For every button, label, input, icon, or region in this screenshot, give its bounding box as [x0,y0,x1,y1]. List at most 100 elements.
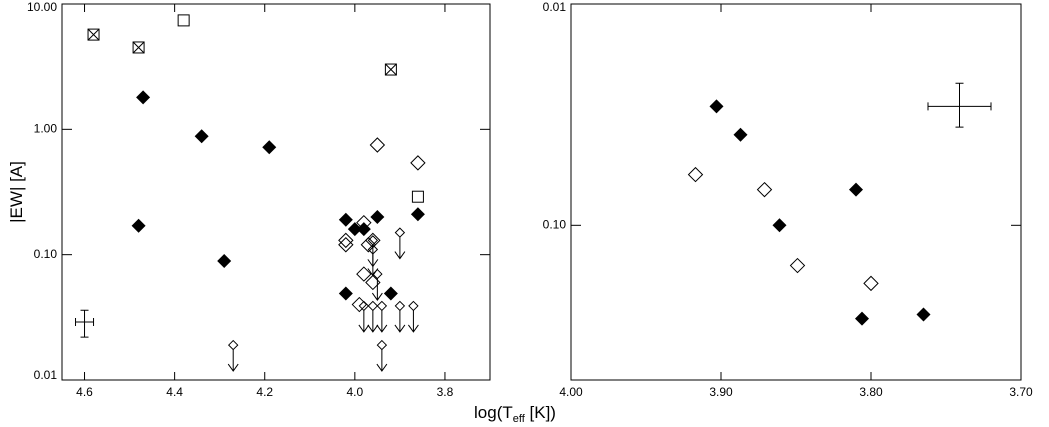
open-diamond [687,166,704,183]
x-tick-label: 3.90 [709,385,733,399]
data-point [772,218,787,233]
data-point [411,190,424,203]
y-tick-label: 0.10 [34,247,58,261]
data-point [383,286,398,301]
data-point [338,237,354,253]
filled-diamond [131,218,146,233]
open-square [177,14,190,27]
data-point [849,182,863,197]
error-lines [927,82,992,128]
filled-diamond [136,90,151,105]
limit-diamond [367,300,379,312]
x-tick-label: 4.0 [346,385,363,399]
data-point [687,166,704,183]
x-tick-label: 3.70 [1009,385,1033,399]
x-tick-label: 3.8 [437,385,454,399]
filled-diamond [194,129,209,144]
plot-frame [570,3,1022,381]
open-diamond [369,137,386,153]
filled-diamond [709,99,724,114]
open-square [411,190,424,203]
data-point [376,339,388,372]
open-diamond [863,275,879,292]
limit-arrow [227,349,239,372]
open-diamond [789,257,806,274]
limit-diamond [358,300,370,312]
crossed-square [132,41,145,54]
limit-diamond [408,300,419,312]
open-diamond [338,232,354,249]
error-lines [75,309,95,338]
filled-diamond [338,286,353,301]
limit-arrow [408,310,419,333]
data-point [408,300,419,333]
x-label-sub: eff [513,413,526,425]
limit-diamond [372,268,383,280]
open-diamond [360,237,377,253]
data-point [338,232,354,249]
y-tick-label: 0.10 [543,217,567,231]
data-point [217,254,232,269]
filled-diamond [410,207,425,222]
y-tick-label: 0.01 [543,0,567,14]
error-cross [75,309,95,338]
data-point [863,275,879,292]
x-tick-label: 4.4 [166,385,183,399]
limit-arrow [358,310,370,333]
data-point [410,155,426,171]
y-tick-label: 1.00 [34,122,58,136]
filled-diamond [772,218,787,233]
data-point [733,127,748,142]
data-point [131,218,146,233]
x-tick-label: 4.6 [76,385,93,399]
data-point [136,90,151,105]
filled-diamond [855,311,869,326]
open-diamond [410,155,426,171]
data-point [855,311,869,326]
data-point [194,129,209,144]
data-point [262,140,277,155]
x-axis-label: log(Teff [K]) [474,403,556,425]
y-tick-label: 10.00 [27,0,57,14]
data-point [371,268,383,301]
data-point [177,14,190,27]
error-cross [927,82,992,128]
limit-arrow [394,237,406,260]
filled-diamond [916,307,931,322]
filled-diamond [849,182,863,197]
data-point [356,214,372,231]
square-cross [132,41,145,54]
limit-arrow [376,349,388,372]
open-diamond [356,214,372,231]
data-point [376,300,388,333]
square-cross [385,63,397,76]
data-point [338,212,353,227]
x-label-part: log(T [474,403,513,422]
filled-diamond [370,209,385,224]
data-point [367,300,379,333]
data-point [347,222,362,237]
data-point [227,339,239,372]
y-axis-label: |EW| [A] [7,161,26,223]
data-point [132,41,145,54]
data-point [410,207,425,222]
limit-arrow [367,310,379,333]
filled-diamond [262,140,277,155]
data-point [916,307,931,322]
open-diamond [756,181,773,198]
data-point [789,257,806,274]
x-label-part: [K]) [525,403,556,422]
data-point [384,63,397,76]
limit-diamond [376,339,388,351]
y-tick-label: 0.01 [34,368,58,382]
filled-diamond [383,286,398,301]
limit-arrow [394,310,406,333]
crossed-square [384,63,397,76]
filled-diamond [217,254,232,269]
filled-diamond [338,212,353,227]
x-tick-label: 3.80 [859,385,883,399]
data-point [394,227,406,260]
x-tick-label: 4.2 [256,385,273,399]
x-tick-label: 4.00 [559,385,583,399]
limit-diamond [394,300,406,312]
